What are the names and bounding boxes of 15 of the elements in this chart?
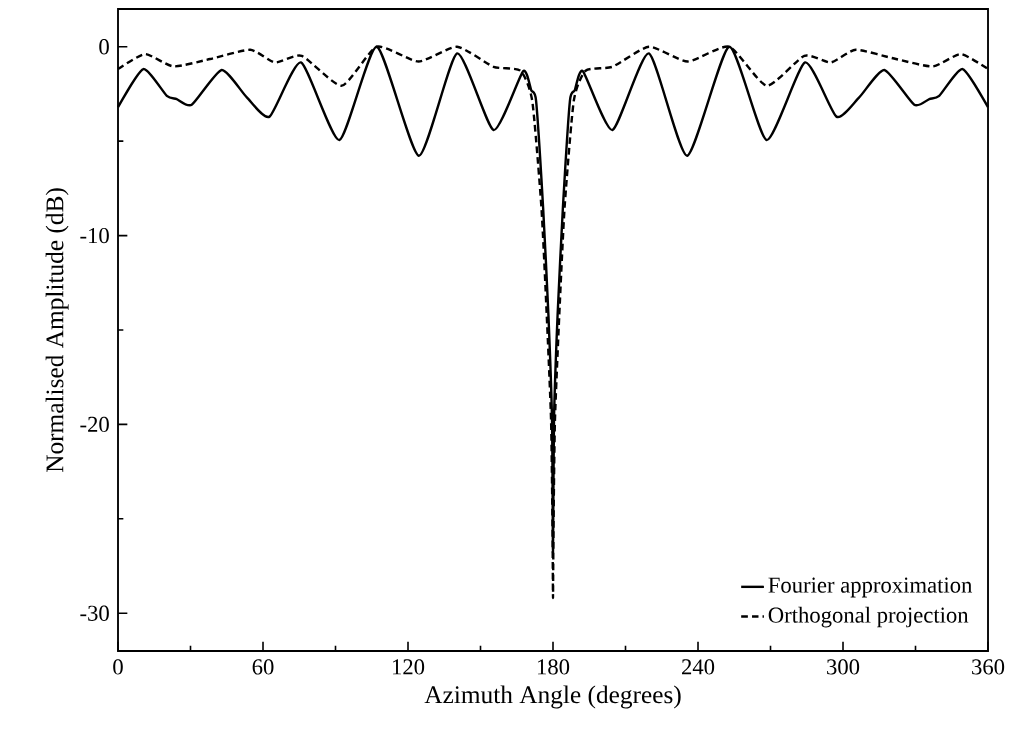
x-tick-label: 0 [113, 659, 123, 675]
legend-label: Orthogonal projection [768, 606, 969, 628]
x-tick-label: 300 [827, 659, 860, 675]
x-tick-label: 120 [392, 659, 425, 675]
x-tick-label: 240 [682, 659, 715, 675]
x-tick-label: 180 [537, 659, 570, 675]
y-tick-label: -30 [80, 605, 109, 621]
y-tick-label: -10 [80, 227, 109, 244]
x-axis-title: Azimuth Angle (degrees) [424, 685, 681, 709]
y-axis-title: Normalised Amplitude (dB) [45, 188, 69, 473]
x-tick-label: 60 [252, 659, 274, 675]
legend-label: Fourier approximation [768, 577, 973, 598]
y-tick-label: 0 [99, 39, 109, 55]
x-tick-label: 360 [972, 659, 1005, 675]
y-tick-label: -20 [80, 416, 109, 433]
